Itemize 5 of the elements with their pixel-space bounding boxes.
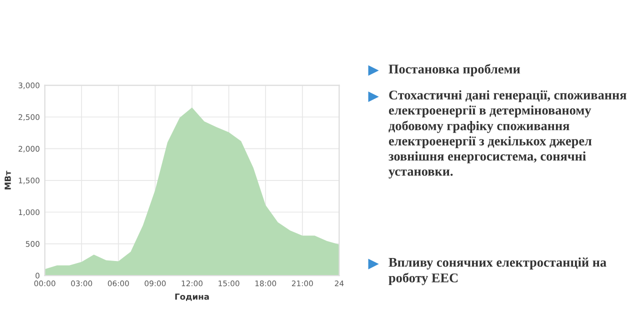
y-axis-title: МВт — [4, 170, 11, 190]
text: Впливу сонячних електростанцій на роботу ЕЕС — [388, 257, 606, 286]
text: Стохастичні дані генерації, споживання електроенергії в детермінованому добовому графіку споживання електроенергії з декількох джерел зовнішня енергосистема, сонячні установки. — [388, 90, 626, 179]
text: Постановка проблеми — [388, 64, 520, 76]
x-axis-title: Година — [175, 294, 209, 301]
